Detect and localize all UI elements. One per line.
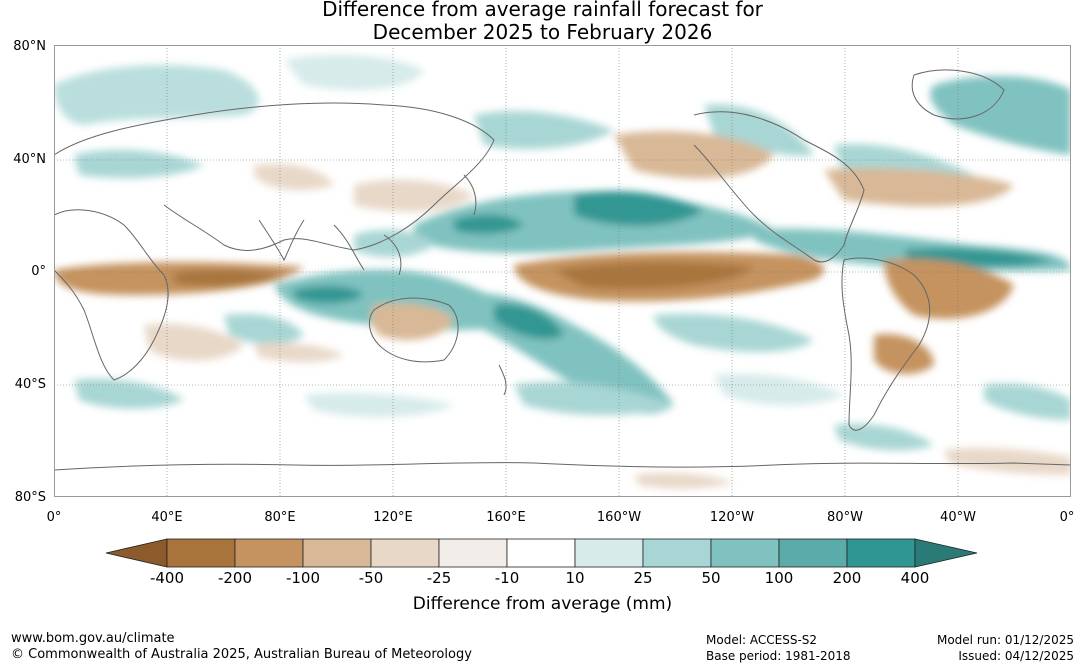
lon-label-120w: 120°W: [709, 510, 755, 525]
lat-label-80s: 80°S: [14, 490, 46, 505]
lon-label-80e: 80°E: [264, 510, 296, 525]
lon-label-160w: 160°W: [596, 510, 642, 525]
graticule: [54, 45, 1071, 497]
colorbar-swatch: [642, 538, 712, 568]
footer-model-run: Model run: 01/12/2025: [936, 633, 1074, 647]
colorbar-tick-label: -400: [149, 569, 185, 587]
lon-label-120e: 120°E: [373, 510, 413, 525]
map-canvas: [54, 45, 1071, 497]
colorbar-swatch: [710, 538, 780, 568]
lat-label-equator: 0°: [31, 264, 46, 279]
footer-base-period: Base period: 1981-2018: [706, 649, 851, 663]
lat-label-40n: 40°N: [13, 152, 46, 167]
colorbar-swatch: [506, 538, 576, 568]
lon-label-160e: 160°E: [486, 510, 526, 525]
anomaly-shading: [54, 54, 1071, 489]
lon-label-0-right: 0°: [1059, 510, 1075, 525]
colorbar-swatch: [370, 538, 440, 568]
colorbar-swatch: [234, 538, 304, 568]
colorbar-tick-label: 100: [764, 569, 794, 587]
colorbar-tick-label: -100: [285, 569, 321, 587]
colorbar-title: Difference from average (mm): [412, 594, 673, 614]
map-title-line-1: Difference from average rainfall forecas…: [322, 0, 763, 21]
colorbar-swatch: [302, 538, 372, 568]
colorbar-tick-label: -10: [494, 569, 520, 587]
colorbar-tick-label: 400: [900, 569, 930, 587]
footer-copyright: © Commonwealth of Australia 2025, Austra…: [11, 647, 472, 662]
colorbar-tick-label: -50: [358, 569, 384, 587]
colorbar-swatch: [778, 538, 848, 568]
rainfall-anomaly-map: [54, 45, 1071, 497]
colorbar-tick-label: -200: [217, 569, 253, 587]
colorbar-swatch: [574, 538, 644, 568]
lat-label-40s: 40°S: [14, 377, 46, 392]
colorbar-extend-high: [914, 538, 978, 568]
footer-url: www.bom.gov.au/climate: [11, 631, 175, 646]
colorbar-tick-label: 200: [832, 569, 862, 587]
colorbar-tick-label: 50: [701, 569, 721, 587]
colorbar-swatch: [438, 538, 508, 568]
coastlines: [54, 69, 1071, 471]
colorbar-tick-label: 25: [633, 569, 653, 587]
lon-label-80w: 80°W: [827, 510, 863, 525]
lon-label-40w: 40°W: [940, 510, 976, 525]
lon-label-0-left: 0°: [46, 510, 62, 525]
footer-issued: Issued: 04/12/2025: [958, 649, 1074, 663]
lat-label-80n: 80°N: [13, 39, 46, 54]
colorbar-extend-low: [105, 538, 168, 568]
colorbar-tick-label: -25: [426, 569, 452, 587]
colorbar-swatch: [846, 538, 916, 568]
map-title-line-2: December 2025 to February 2026: [372, 20, 713, 44]
map-frame: [54, 45, 1071, 497]
lon-label-40e: 40°E: [151, 510, 183, 525]
colorbar-tick-label: 10: [565, 569, 585, 587]
footer-model: Model: ACCESS-S2: [706, 633, 818, 647]
colorbar: [105, 538, 978, 568]
colorbar-swatch: [166, 538, 236, 568]
